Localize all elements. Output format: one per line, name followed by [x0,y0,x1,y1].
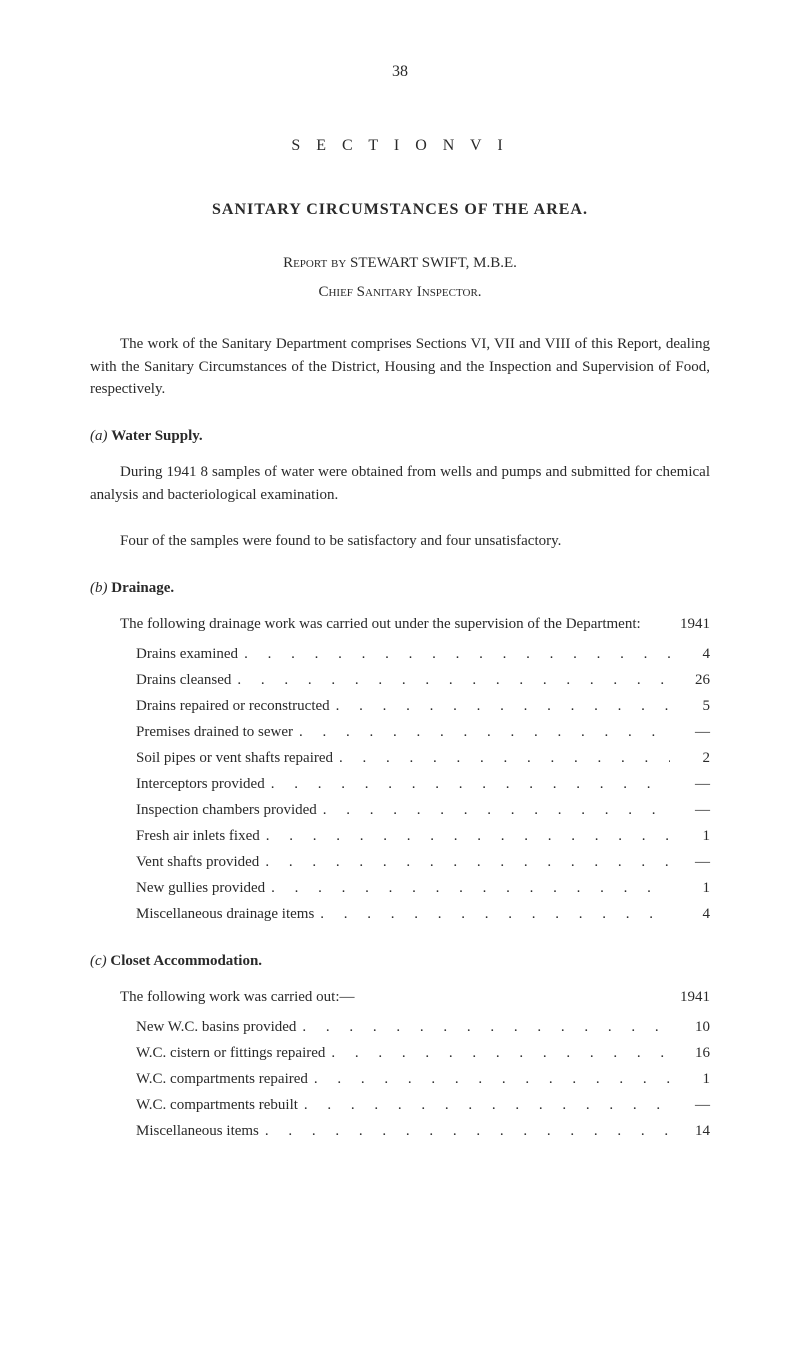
leader-dots: . . . . . . . . . . . . . . . . . . . . … [314,902,670,926]
item-value: — [670,798,710,822]
section-title: S E C T I O N V I [90,134,710,158]
item-label: Drains examined [136,642,238,666]
subhead-b-title: Drainage. [111,580,174,596]
subhead-a-label: (a) [90,428,108,444]
item-label: Miscellaneous items [136,1119,259,1143]
item-label: W.C. cistern or fittings repaired [136,1041,325,1065]
a-para-2: Four of the samples were found to be sat… [90,530,710,553]
list-item: Drains cleansed. . . . . . . . . . . . .… [136,668,710,692]
item-value: 16 [670,1041,710,1065]
item-label: Vent shafts provided [136,850,259,874]
list-item: W.C. compartments rebuilt. . . . . . . .… [136,1093,710,1117]
item-label: Miscellaneous drainage items [136,902,314,926]
list-item: Inspection chambers provided. . . . . . … [136,798,710,822]
item-label: New gullies provided [136,876,265,900]
subhead-c: (c) Closet Accommodation. [90,950,710,973]
a-para-1: During 1941 8 samples of water were obta… [90,461,710,506]
b-items: Drains examined. . . . . . . . . . . . .… [90,642,710,926]
list-item: Premises drained to sewer. . . . . . . .… [136,720,710,744]
list-item: Drains repaired or reconstructed. . . . … [136,694,710,718]
item-label: Drains cleansed [136,668,231,692]
item-label: Soil pipes or vent shafts repaired [136,746,333,770]
leader-dots: . . . . . . . . . . . . . . . . . . . . … [296,1015,670,1039]
item-value: 26 [670,668,710,692]
section-b: (b) Drainage. The following drainage wor… [90,577,710,926]
list-item: New gullies provided. . . . . . . . . . … [136,876,710,900]
list-item: Miscellaneous drainage items. . . . . . … [136,902,710,926]
page-number: 38 [90,60,710,84]
item-value: 2 [670,746,710,770]
leader-dots: . . . . . . . . . . . . . . . . . . . . … [260,824,670,848]
list-item: Drains examined. . . . . . . . . . . . .… [136,642,710,666]
list-item: Miscellaneous items. . . . . . . . . . .… [136,1119,710,1143]
list-item: New W.C. basins provided. . . . . . . . … [136,1015,710,1039]
subhead-c-label: (c) [90,953,107,969]
item-label: Interceptors provided [136,772,265,796]
section-c: (c) Closet Accommodation. The following … [90,950,710,1143]
leader-dots: . . . . . . . . . . . . . . . . . . . . … [333,746,670,770]
leader-dots: . . . . . . . . . . . . . . . . . . . . … [293,720,670,744]
c-items: New W.C. basins provided. . . . . . . . … [90,1015,710,1143]
list-item: W.C. cistern or fittings repaired. . . .… [136,1041,710,1065]
report-by-name: STEWART SWIFT, M.B.E. [350,255,517,271]
leader-dots: . . . . . . . . . . . . . . . . . . . . … [238,642,670,666]
item-value: — [670,1093,710,1117]
b-lead-text: The following drainage work was carried … [90,613,650,636]
list-item: W.C. compartments repaired. . . . . . . … [136,1067,710,1091]
item-value: 1 [670,1067,710,1091]
item-value: 14 [670,1119,710,1143]
leader-dots: . . . . . . . . . . . . . . . . . . . . … [308,1067,670,1091]
leader-dots: . . . . . . . . . . . . . . . . . . . . … [330,694,670,718]
item-label: Premises drained to sewer [136,720,293,744]
subhead-c-title: Closet Accommodation. [110,953,262,969]
leader-dots: . . . . . . . . . . . . . . . . . . . . … [298,1093,670,1117]
item-value: — [670,772,710,796]
item-label: Fresh air inlets fixed [136,824,260,848]
b-year: 1941 [650,613,710,636]
item-value: — [670,850,710,874]
c-year: 1941 [650,986,710,1009]
leader-dots: . . . . . . . . . . . . . . . . . . . . … [325,1041,670,1065]
intro-paragraph: The work of the Sanitary Department comp… [90,333,710,401]
item-value: 4 [670,902,710,926]
item-value: 5 [670,694,710,718]
b-lead-line: The following drainage work was carried … [90,613,710,636]
item-value: 4 [670,642,710,666]
item-label: W.C. compartments rebuilt [136,1093,298,1117]
leader-dots: . . . . . . . . . . . . . . . . . . . . … [265,772,670,796]
chief-inspector: Chief Sanitary Inspector. [90,281,710,304]
item-value: 1 [670,876,710,900]
item-label: Inspection chambers provided [136,798,317,822]
leader-dots: . . . . . . . . . . . . . . . . . . . . … [265,876,670,900]
item-value: 1 [670,824,710,848]
subhead-b: (b) Drainage. [90,577,710,600]
c-lead-text: The following work was carried out:— [90,986,650,1009]
list-item: Soil pipes or vent shafts repaired. . . … [136,746,710,770]
main-heading: SANITARY CIRCUMSTANCES OF THE AREA. [90,198,710,222]
leader-dots: . . . . . . . . . . . . . . . . . . . . … [259,1119,670,1143]
subhead-a: (a) Water Supply. [90,425,710,448]
list-item: Interceptors provided. . . . . . . . . .… [136,772,710,796]
leader-dots: . . . . . . . . . . . . . . . . . . . . … [231,668,670,692]
subhead-a-title: Water Supply. [111,428,202,444]
item-label: W.C. compartments repaired [136,1067,308,1091]
c-lead-line: The following work was carried out:— 194… [90,986,710,1009]
report-by-line: Report by STEWART SWIFT, M.B.E. [90,252,710,275]
item-value: 10 [670,1015,710,1039]
subhead-b-label: (b) [90,580,108,596]
section-a: (a) Water Supply. During 1941 8 samples … [90,425,710,553]
item-value: — [670,720,710,744]
leader-dots: . . . . . . . . . . . . . . . . . . . . … [317,798,670,822]
list-item: Vent shafts provided. . . . . . . . . . … [136,850,710,874]
item-label: Drains repaired or reconstructed [136,694,330,718]
item-label: New W.C. basins provided [136,1015,296,1039]
report-by-prefix: Report by [283,255,346,271]
list-item: Fresh air inlets fixed. . . . . . . . . … [136,824,710,848]
leader-dots: . . . . . . . . . . . . . . . . . . . . … [259,850,670,874]
